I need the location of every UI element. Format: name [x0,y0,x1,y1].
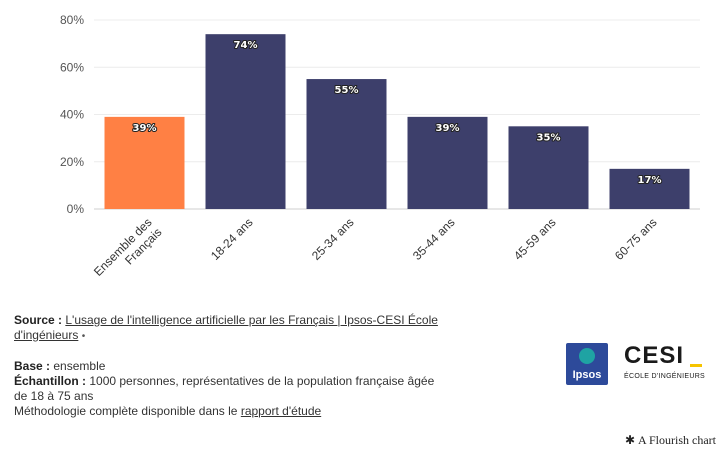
data-label: 35% [537,132,561,143]
bar-chart: 0% 20% 40% 60% 80% 39% 74% 55% 39% 35% 17% Ensemb… [60,13,700,289]
cesi-accent [690,364,702,367]
x-tick-label: 25-34 ans [309,215,357,263]
cesi-wordmark: CESI [624,342,685,369]
x-tick-label: 45-59 ans [511,215,559,263]
methodology-line: Méthodologie complète disponible dans le… [14,404,444,419]
ipsos-shape-icon [579,348,595,364]
x-tick-label-line: 35-44 ans [410,215,458,263]
data-labels: 39% 74% 55% 39% 35% 17% [132,39,663,187]
x-axis: Ensemble desFrançais 18-24 ans 25-34 ans 35… [91,215,660,289]
x-tick-label-line: 45-59 ans [511,215,559,263]
methodology-text: Méthodologie complète disponible dans le [14,404,238,418]
bar[interactable] [508,126,589,209]
ipsos-wordmark: Ipsos [572,369,602,381]
y-tick-label: 40% [60,108,84,122]
gridlines [94,19,700,210]
x-tick-label: 18-24 ans [208,215,256,263]
sample-line: Échantillon : 1000 personnes, représenta… [14,374,444,404]
ipsos-logo[interactable]: Ipsos [566,343,608,385]
chart-footer: Source : L'usage de l'intelligence artif… [14,313,444,419]
source-label: Source : [14,313,63,327]
y-tick-label: 60% [60,60,84,74]
x-tick-label-line: 18-24 ans [208,215,256,263]
sample-label: Échantillon : [14,374,86,388]
source-line: Source : L'usage de l'intelligence artif… [14,313,444,344]
base-value: ensemble [53,359,106,373]
base-label: Base : [14,359,51,373]
y-tick-label: 80% [60,13,84,27]
cesi-logo[interactable]: CESI ÉCOLE D'INGÉNIEURS [624,343,706,385]
bar[interactable] [407,116,488,209]
partner-logos: Ipsos CESI ÉCOLE D'INGÉNIEURS [566,343,706,385]
bar[interactable] [205,34,286,209]
bar[interactable] [104,116,185,209]
asterisk-icon: ✱ [624,433,635,447]
report-link[interactable]: rapport d'étude [240,404,322,418]
sample-value: 1000 personnes, représentatives de la po… [14,374,435,403]
x-tick-label: 60-75 ans [612,215,660,263]
x-tick-label: Ensemble desFrançais [91,215,165,289]
y-axis: 0% 20% 40% 60% 80% [60,13,84,216]
data-label: 74% [234,40,258,51]
source-dot: • [81,331,86,342]
base-line: Base : ensemble [14,359,444,374]
x-tick-label: 35-44 ans [410,215,458,263]
source-link[interactable]: L'usage de l'intelligence artificielle p… [14,313,438,342]
bars [104,34,690,209]
data-label: 39% [436,123,460,134]
data-label: 39% [133,123,157,134]
data-label: 17% [638,175,662,186]
bar[interactable] [306,79,387,209]
cesi-subtitle: ÉCOLE D'INGÉNIEURS [624,373,706,380]
y-tick-label: 0% [67,202,85,216]
flourish-credit-text: A Flourish chart [638,433,716,447]
x-tick-label-line: 25-34 ans [309,215,357,263]
data-label: 55% [335,85,359,96]
x-tick-label-line: 60-75 ans [612,215,660,263]
y-tick-label: 20% [60,155,84,169]
flourish-credit[interactable]: ✱ A Flourish chart [625,433,716,448]
bar[interactable] [609,168,690,209]
